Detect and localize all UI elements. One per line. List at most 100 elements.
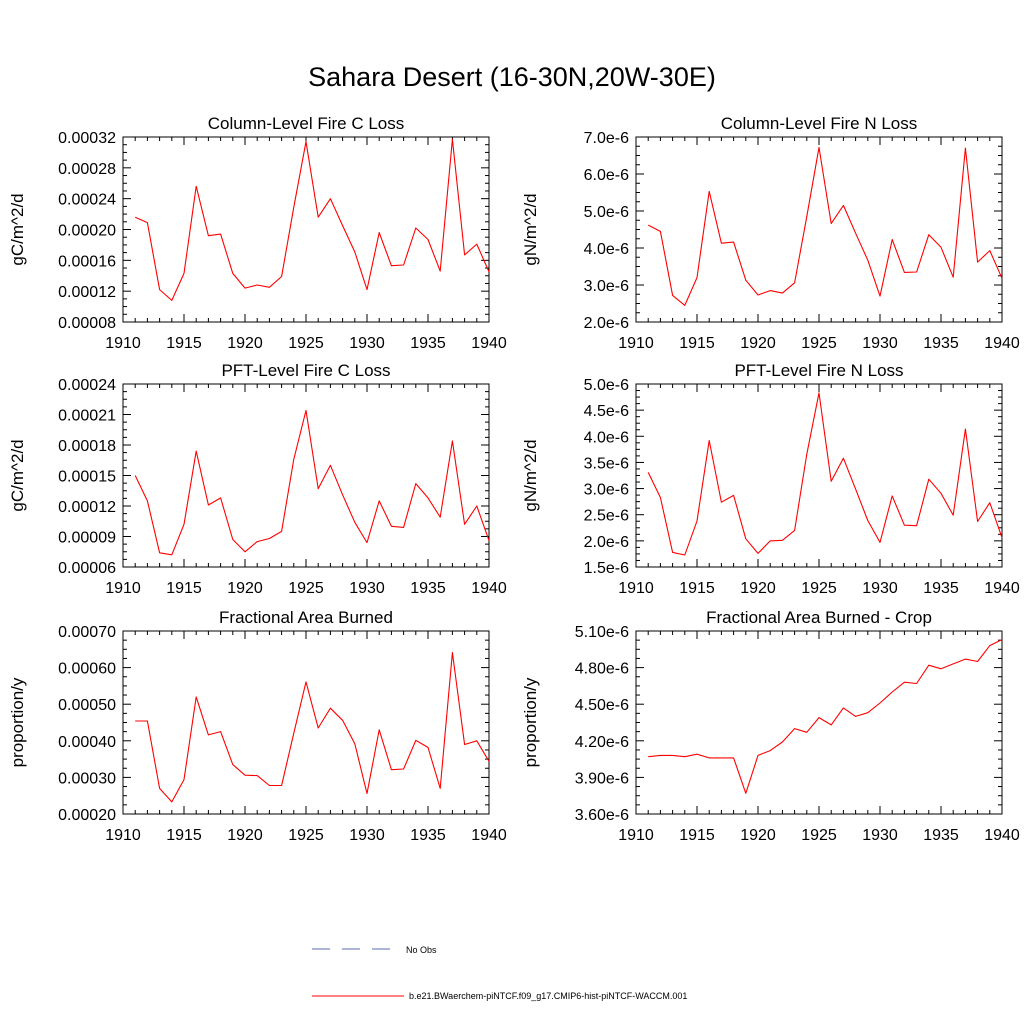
x-tick-label: 1940	[984, 580, 1020, 597]
x-tick-label: 1915	[679, 580, 715, 597]
chart-panel-4: PFT-Level Fire N Loss gN/m^2/d 1910 1915 192…	[521, 361, 1020, 597]
y-tick-label: 0.00050	[58, 697, 116, 714]
y-tick-label: 4.5e-6	[584, 403, 629, 420]
x-tick-label: 1910	[618, 335, 654, 352]
y-tick-label: 0.00040	[58, 734, 116, 751]
x-tick-label: 1935	[410, 580, 446, 597]
y-tick-label: 0.00024	[58, 192, 116, 209]
x-tick-label: 1930	[862, 827, 898, 844]
x-tick-label: 1925	[801, 580, 837, 597]
y-axis-label: gN/m^2/d	[521, 439, 540, 511]
chart-title: Column-Level Fire C Loss	[208, 114, 405, 133]
x-tick-label: 1915	[679, 335, 715, 352]
chart-title: PFT-Level Fire N Loss	[734, 361, 903, 380]
legend-label-no-obs: No Obs	[406, 945, 437, 955]
chart-panel-3: PFT-Level Fire C Loss gC/m^2/d 1910 1915 192…	[8, 361, 507, 597]
y-tick-label: 0.00009	[58, 530, 116, 547]
y-tick-label: 4.0e-6	[584, 241, 629, 258]
series-line-1	[647, 146, 1003, 306]
series-line-1	[135, 652, 490, 803]
y-tick-label: 0.00020	[58, 223, 116, 240]
y-tick-label: 3.5e-6	[584, 455, 629, 472]
y-tick-label: 0.00070	[58, 624, 116, 641]
y-tick-label: 2.5e-6	[584, 508, 629, 525]
x-tick-label: 1940	[471, 580, 507, 597]
x-tick-label: 1940	[471, 335, 507, 352]
x-tick-label: 1910	[618, 580, 654, 597]
x-tick-label: 1935	[410, 827, 446, 844]
y-tick-label: 3.0e-6	[584, 482, 629, 499]
x-tick-label: 1940	[471, 827, 507, 844]
x-tick-label: 1925	[288, 335, 324, 352]
x-tick-label: 1925	[288, 827, 324, 844]
x-tick-label: 1930	[862, 335, 898, 352]
x-tick-label: 1935	[923, 335, 959, 352]
x-tick-label: 1935	[923, 827, 959, 844]
plot-frame	[122, 136, 490, 323]
plot-frame	[635, 630, 1003, 815]
y-tick-label: 0.00018	[58, 438, 116, 455]
x-tick-label: 1915	[166, 580, 202, 597]
y-tick-label: 5.0e-6	[584, 204, 629, 221]
y-tick-label: 0.00008	[58, 315, 116, 332]
chart-title: PFT-Level Fire C Loss	[221, 361, 390, 380]
y-tick-label: 0.00012	[58, 284, 116, 301]
plot-frame	[635, 136, 1003, 323]
series-line-1	[134, 409, 490, 556]
x-tick-label: 1925	[801, 827, 837, 844]
y-tick-label: 3.0e-6	[584, 278, 629, 295]
x-tick-label: 1915	[166, 827, 202, 844]
x-tick-label: 1920	[740, 827, 776, 844]
chart-panel-2: Column-Level Fire N Loss gN/m^2/d 1910 1915…	[521, 114, 1020, 352]
chart-panels: Column-Level Fire C Loss gC/m^2/d 1910 1915…	[8, 114, 1020, 844]
x-tick-label: 1920	[227, 335, 263, 352]
x-tick-label: 1915	[166, 335, 202, 352]
y-tick-label: 0.00016	[58, 253, 116, 270]
y-tick-label: 4.80e-6	[575, 661, 629, 678]
figure-title: Sahara Desert (16-30N,20W-30E)	[308, 62, 716, 92]
x-tick-label: 1920	[740, 580, 776, 597]
x-tick-label: 1910	[105, 580, 141, 597]
y-axis-label: proportion/y	[8, 677, 27, 767]
y-tick-label: 4.0e-6	[584, 429, 629, 446]
chart-panel-6: Fractional Area Burned - Crop proportion/…	[521, 608, 1020, 844]
x-tick-label: 1930	[349, 580, 385, 597]
x-tick-label: 1910	[105, 335, 141, 352]
chart-panel-5: Fractional Area Burned proportion/y 1910 19…	[8, 608, 507, 844]
series-line-1	[648, 639, 1003, 794]
y-tick-label: 0.00028	[58, 161, 116, 178]
y-tick-label: 0.00024	[58, 377, 116, 394]
y-tick-label: 0.00015	[58, 469, 116, 486]
y-tick-label: 6.0e-6	[584, 167, 629, 184]
x-tick-label: 1930	[349, 335, 385, 352]
x-tick-label: 1920	[740, 335, 776, 352]
x-tick-label: 1930	[349, 827, 385, 844]
y-tick-label: 0.00060	[58, 661, 116, 678]
y-tick-label: 7.0e-6	[584, 130, 629, 147]
plot-frame	[122, 630, 490, 815]
chart-panel-1: Column-Level Fire C Loss gC/m^2/d 1910 1915…	[8, 114, 507, 352]
y-axis-label: gC/m^2/d	[8, 439, 27, 511]
x-tick-label: 1920	[227, 827, 263, 844]
chart-title: Fractional Area Burned - Crop	[706, 608, 932, 627]
y-tick-label: 2.0e-6	[584, 534, 629, 551]
y-axis-label: proportion/y	[521, 677, 540, 767]
y-tick-label: 0.00012	[58, 499, 116, 516]
y-axis-label: gN/m^2/d	[521, 193, 540, 265]
series-line-1	[647, 392, 1003, 556]
y-tick-label: 5.0e-6	[584, 377, 629, 394]
x-tick-label: 1925	[801, 335, 837, 352]
y-tick-label: 2.0e-6	[584, 315, 629, 332]
x-tick-label: 1920	[227, 580, 263, 597]
x-tick-label: 1915	[679, 827, 715, 844]
y-tick-label: 0.00021	[58, 408, 116, 425]
chart-title: Fractional Area Burned	[219, 608, 393, 627]
x-tick-label: 1930	[862, 580, 898, 597]
y-tick-label: 3.60e-6	[575, 807, 629, 824]
chart-title: Column-Level Fire N Loss	[721, 114, 918, 133]
y-tick-label: 3.90e-6	[575, 770, 629, 787]
x-tick-label: 1910	[618, 827, 654, 844]
y-tick-label: 0.00020	[58, 807, 116, 824]
x-tick-label: 1940	[984, 827, 1020, 844]
